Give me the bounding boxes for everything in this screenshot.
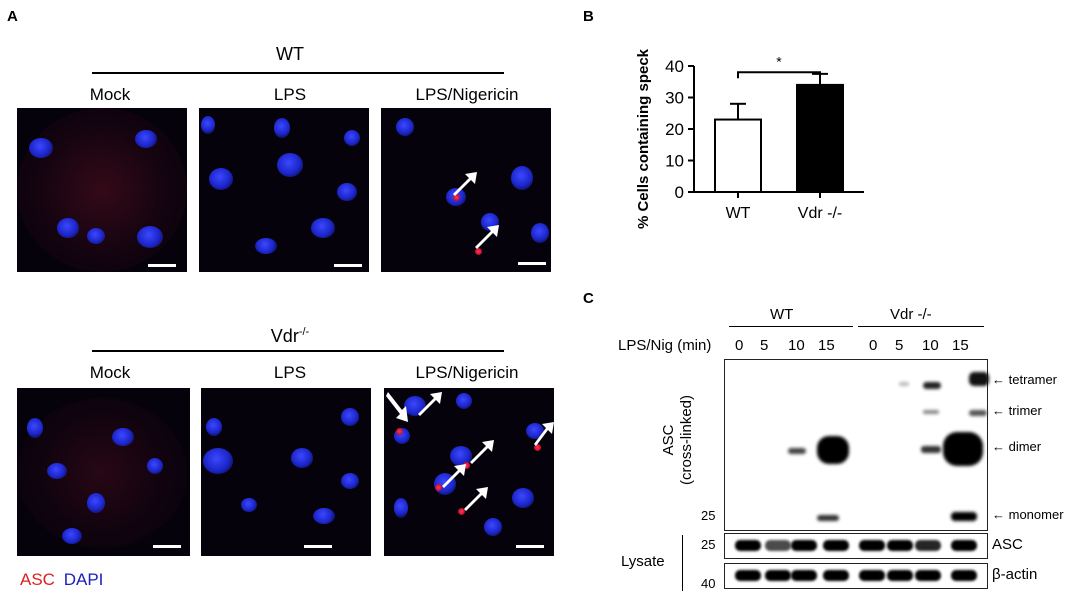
micrograph-wt-mock [17, 108, 187, 272]
lysate-band [765, 540, 791, 551]
blot-asc-label-1: ASC [660, 424, 677, 456]
c-group-wt-line [729, 326, 853, 327]
wt-group-line [92, 72, 504, 74]
y-axis-label: % Cells containing speck [635, 48, 652, 229]
x-tick-label: Vdr -/- [798, 205, 842, 222]
band-label-dimer: ← dimer [992, 439, 1042, 454]
lysate-band [915, 570, 941, 581]
timepoint-label: 15 [952, 337, 969, 354]
bar-wt [714, 118, 762, 193]
lysate-band [859, 540, 885, 551]
timepoint-label: 5 [895, 337, 904, 354]
mw-25-lysate: 25 [701, 537, 716, 552]
lysate-band [859, 570, 885, 581]
y-tick-label: 40 [665, 57, 684, 76]
micrograph-vdr-lps-nigericin [384, 388, 554, 556]
c-group-vdr: Vdr -/- [890, 306, 932, 323]
col-label-lpsnig-bottom: LPS/Nigericin [415, 363, 519, 382]
mw-25-main: 25 [701, 508, 716, 523]
lysate-band [735, 570, 761, 581]
lysate-band [823, 540, 849, 551]
legend-dapi: DAPI [63, 570, 104, 589]
legend: ASC DAPI [20, 570, 103, 590]
lysate-band [735, 540, 761, 551]
lysate-band [791, 570, 817, 581]
col-label-lps-top: LPS [273, 85, 307, 104]
c-group-vdr-line [858, 326, 984, 327]
mw-40-lysate: 40 [701, 576, 716, 591]
time-row-label: LPS/Nig (min) [618, 337, 712, 354]
col-label-lpsnig-top: LPS/Nigericin [415, 85, 519, 104]
arrow-icon [464, 487, 488, 511]
band-label-trimer: ← trimer [992, 403, 1042, 418]
blot-lysate-actin [724, 563, 988, 589]
arrow-icon [442, 464, 466, 488]
lysate-row-actin: β-actin [992, 566, 1038, 583]
timepoint-label: 5 [760, 337, 769, 354]
col-label-mock-top: Mock [89, 85, 131, 104]
vdr-group-line [92, 350, 504, 352]
col-label-lps-bottom: LPS [273, 363, 307, 382]
vdr-group-text: Vdr [270, 326, 299, 346]
timepoint-label: 10 [788, 337, 805, 354]
significance-marker: * [776, 53, 782, 69]
band-label-tetramer: ← tetramer [992, 372, 1058, 387]
wt-group-title: WT [276, 44, 304, 64]
bar-vdr [796, 83, 844, 193]
micrograph-wt-lps [199, 108, 369, 272]
panel-c-letter: C [583, 290, 594, 307]
x-tick-label: WT [726, 205, 751, 222]
panel-a-letter: A [7, 8, 18, 25]
arrow-icon [453, 172, 477, 196]
lysate-band [915, 540, 941, 551]
lysate-band [951, 570, 977, 581]
arrow-icon [418, 392, 442, 416]
vdr-group-title: Vdr-/- [245, 326, 335, 347]
lysate-bracket [682, 535, 683, 591]
y-tick-label: 30 [665, 89, 684, 108]
band-label-monomer: ← monomer [992, 507, 1064, 522]
bar-chart: 0 10 20 30 40 % Cells containing speck WT Vdr -… [635, 48, 864, 229]
blot-asc-label: ASC (cross-linked) [660, 380, 720, 500]
arrow-icon [386, 392, 408, 422]
lysate-band [887, 570, 913, 581]
timepoint-label: 0 [869, 337, 878, 354]
timepoint-label: 10 [922, 337, 939, 354]
y-tick-label: 0 [675, 183, 684, 202]
arrow-icon [475, 225, 499, 249]
col-label-mock-bottom: Mock [89, 363, 131, 382]
blot-asc-label-2: (cross-linked) [678, 395, 695, 486]
significance-bracket [737, 71, 821, 79]
vdr-group-sup: -/- [298, 326, 310, 338]
blot-lysate-asc [724, 533, 988, 559]
lysate-band [951, 540, 977, 551]
lysate-label: Lysate [621, 553, 665, 570]
arrow-icon [534, 422, 554, 446]
c-group-wt: WT [770, 306, 794, 323]
blot-asc-crosslinked [724, 359, 989, 531]
micrograph-vdr-lps [201, 388, 371, 556]
micrograph-wt-lps-nigericin [381, 108, 551, 272]
arrow-icon [470, 440, 494, 464]
lysate-band [791, 540, 817, 551]
lysate-band [823, 570, 849, 581]
timepoint-label: 15 [818, 337, 835, 354]
timepoint-label: 0 [735, 337, 744, 354]
lysate-row-asc: ASC [992, 536, 1023, 553]
lysate-band [765, 570, 791, 581]
y-tick-label: 10 [665, 152, 684, 171]
panel-b-letter: B [583, 8, 594, 25]
micrograph-vdr-mock [17, 388, 190, 556]
lysate-band [887, 540, 913, 551]
y-tick-label: 20 [665, 120, 684, 139]
legend-asc: ASC [20, 570, 55, 589]
